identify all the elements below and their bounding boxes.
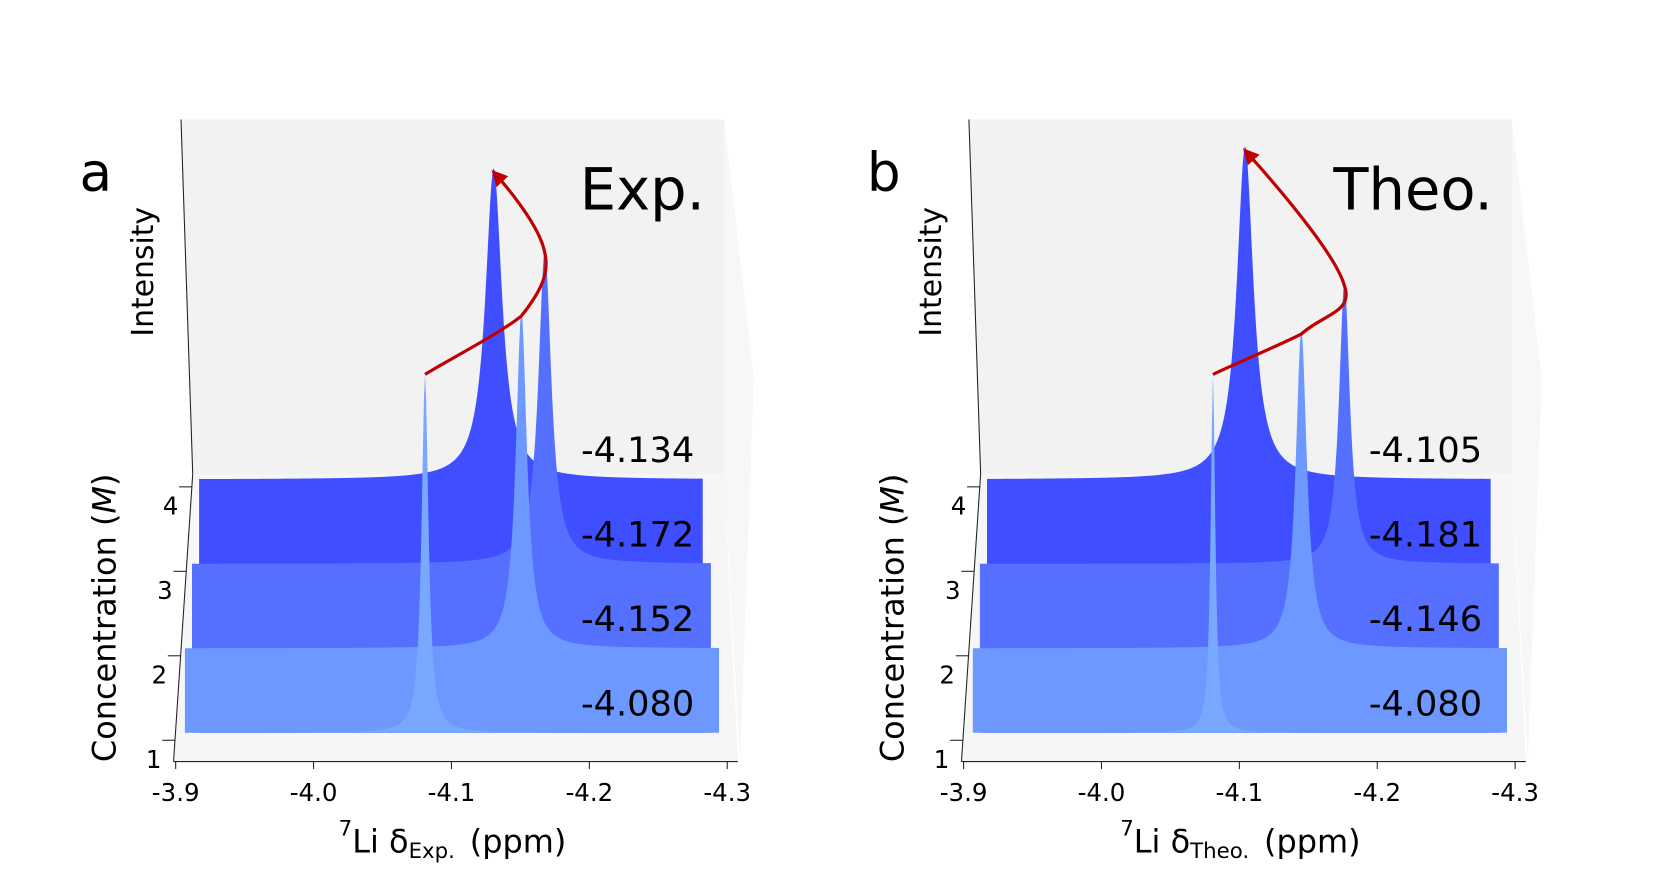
back-wall [181,119,725,475]
spectrum-ribbon [979,281,1499,733]
x-label-sub: Exp. [409,838,455,863]
z-axis-label-part: ) [873,474,911,486]
peak-value-label: -4.134 [581,430,694,471]
x-axis-label: 7Li δExp. (ppm) [339,816,567,863]
x-label-sub: Theo. [1189,838,1249,863]
z-axis-label-part: Concentration ( [85,514,123,763]
trend-arrow [424,169,548,376]
x-tick-label: -4.0 [290,778,338,807]
panel-label: b [867,142,901,204]
intensity-label: Intensity [126,207,161,337]
peak-value-label: -4.146 [1369,599,1482,640]
x-tick-label: -3.9 [152,778,200,807]
x-tick-label: -4.3 [703,778,751,807]
z-tick-label: 3 [945,576,961,605]
x-tick-label: -4.1 [1215,778,1263,807]
spectrum-ribbon [972,331,1507,733]
x-label-unit: (ppm) [1264,822,1361,860]
intensity-label: Intensity [914,207,949,337]
peak-value-label: -4.105 [1369,430,1482,471]
peak-value-label: -4.152 [581,599,694,640]
z-axis-label-part: Concentration ( [873,514,911,763]
panel-title: Theo. [1332,156,1492,223]
intensity-axis-line [180,119,194,475]
z-axis-label-part: ) [85,474,123,486]
z-axis-label: Concentration (M) [85,474,123,763]
x-axis-label: 7Li δTheo. (ppm) [1120,816,1360,863]
x-label-main: Li δ [352,822,408,860]
x-label-sup: 7 [1120,816,1134,841]
x-tick-label: -4.1 [428,778,476,807]
z-tick-label: 1 [146,745,162,774]
peak-value-label: -4.080 [581,684,694,725]
spectrum-ribbon [192,248,711,733]
z-axis-label-part: M [85,486,123,514]
x-tick-label: -4.2 [1353,778,1401,807]
z-tick-label: 2 [152,660,168,689]
side-wall [724,119,754,762]
panel-title: Exp. [580,156,705,223]
z-axis-line [960,474,982,762]
spectrum-ribbon [184,311,720,733]
x-label-sup: 7 [339,816,353,841]
z-axis-label-part: M [873,486,911,514]
x-tick-label: -4.3 [1491,778,1539,807]
side-wall [1511,119,1542,762]
z-axis-label: Concentration (M) [873,474,911,763]
trend-arrow [1212,148,1348,376]
x-tick-label: -3.9 [940,778,988,807]
z-tick-label: 3 [157,576,173,605]
peak-value-label: -4.172 [581,515,694,556]
panel-label: a [80,142,113,204]
z-tick-label: 1 [934,745,950,774]
x-label-main: Li δ [1134,822,1190,860]
z-axis-line [173,474,194,762]
intensity-axis-line [968,119,982,475]
z-tick-label: 4 [951,492,967,521]
z-tick-label: 2 [939,660,955,689]
peak-value-label: -4.181 [1369,515,1482,556]
x-label-unit: (ppm) [470,822,567,860]
z-tick-label: 4 [163,492,179,521]
x-tick-label: -4.2 [565,778,613,807]
x-tick-label: -4.0 [1078,778,1126,807]
peak-value-label: -4.080 [1369,684,1482,725]
